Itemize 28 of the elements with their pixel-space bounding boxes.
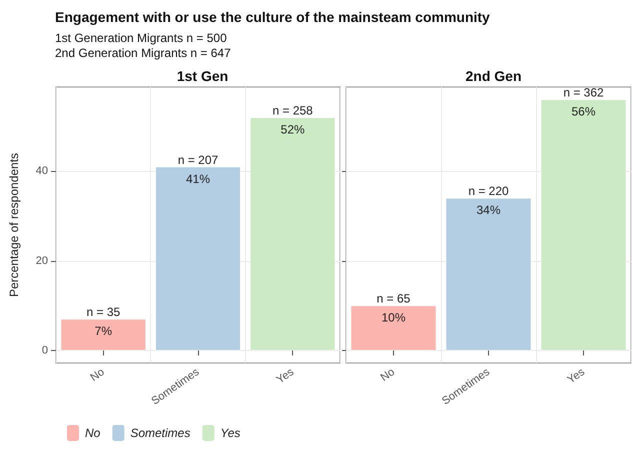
data-label: 52% — [280, 122, 305, 136]
legend-label: Sometimes — [130, 426, 190, 440]
text: Engagement with or use the culture of the mainsteam community — [55, 8, 491, 27]
y-tick-label: 0 — [42, 344, 48, 356]
annotation: n = 65 — [376, 292, 411, 306]
data-label: 34% — [476, 203, 501, 218]
y-axis-title: Percentage of respondents — [7, 152, 21, 298]
data-label: 7% — [94, 324, 112, 338]
data-label: 10% — [381, 310, 406, 325]
x-tick-label: No — [88, 366, 107, 384]
y-tick-label: 20 — [36, 254, 48, 267]
x-tick-label: Yes — [274, 366, 297, 386]
annotation: n = 207 — [178, 152, 219, 167]
data-label: 41% — [186, 172, 210, 186]
chart-title: 2nd Gen — [465, 68, 522, 84]
annotation: n = 258 — [272, 103, 314, 118]
annotation: n = 220 — [468, 184, 510, 198]
text: 2nd Generation Migrants n = 647 — [55, 46, 232, 61]
annotation: n = 362 — [563, 86, 604, 100]
x-tick-label: Yes — [565, 366, 588, 386]
data-label: 56% — [571, 104, 596, 119]
y-tick-label: 40 — [36, 165, 48, 178]
legend-label: Yes — [220, 426, 240, 440]
annotation: n = 35 — [86, 305, 121, 320]
text: 1st Generation Migrants n = 500 — [55, 31, 228, 46]
legend-label: No — [85, 426, 101, 440]
x-tick-label: No — [378, 366, 397, 384]
chart-title: 1st Gen — [176, 68, 228, 84]
